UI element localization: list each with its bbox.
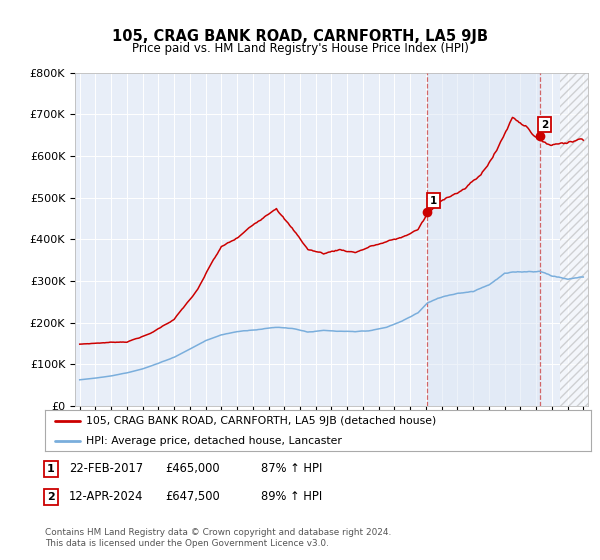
Text: 1: 1	[47, 464, 55, 474]
Text: 1: 1	[430, 195, 437, 206]
Text: £465,000: £465,000	[165, 462, 220, 475]
Text: 2: 2	[47, 492, 55, 502]
Text: HPI: Average price, detached house, Lancaster: HPI: Average price, detached house, Lanc…	[86, 436, 342, 446]
Text: 12-APR-2024: 12-APR-2024	[69, 490, 143, 503]
Bar	[560, 73, 591, 406]
Text: 89% ↑ HPI: 89% ↑ HPI	[261, 490, 322, 503]
Text: 22-FEB-2017: 22-FEB-2017	[69, 462, 143, 475]
Text: £647,500: £647,500	[165, 490, 220, 503]
Text: 105, CRAG BANK ROAD, CARNFORTH, LA5 9JB: 105, CRAG BANK ROAD, CARNFORTH, LA5 9JB	[112, 29, 488, 44]
Bar	[560, 73, 591, 406]
Text: 87% ↑ HPI: 87% ↑ HPI	[261, 462, 322, 475]
Text: 2: 2	[541, 120, 548, 130]
Text: 105, CRAG BANK ROAD, CARNFORTH, LA5 9JB (detached house): 105, CRAG BANK ROAD, CARNFORTH, LA5 9JB …	[86, 416, 436, 426]
Text: Contains HM Land Registry data © Crown copyright and database right 2024.
This d: Contains HM Land Registry data © Crown c…	[45, 528, 391, 548]
Text: Price paid vs. HM Land Registry's House Price Index (HPI): Price paid vs. HM Land Registry's House …	[131, 42, 469, 55]
Bar	[427, 73, 540, 406]
